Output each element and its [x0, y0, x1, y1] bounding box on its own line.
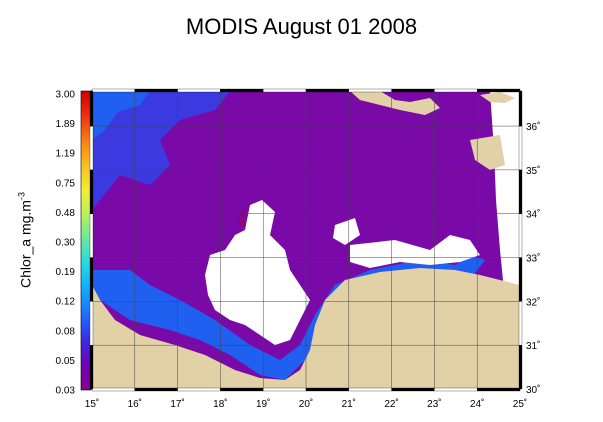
- frame-bar-bottom: [134, 387, 178, 392]
- longitude-label: 23˚: [427, 398, 441, 410]
- frame-bar-top: [177, 88, 221, 93]
- land-crete: [350, 91, 440, 115]
- frame-bar-top: [220, 88, 264, 93]
- frame-bar-bottom: [177, 387, 221, 392]
- latitude-labels: 30˚ 31˚ 32˚ 33˚ 34˚ 35˚ 36˚: [526, 121, 540, 396]
- frame-bar-top: [391, 88, 435, 93]
- frame-bar-right: [518, 301, 523, 346]
- frame-bar-left: [89, 213, 94, 258]
- station-marker-2: [239, 220, 245, 227]
- frame-bar-right: [518, 257, 523, 302]
- longitude-label: 18˚: [213, 398, 227, 410]
- colorbar-tick-label: 1.89: [56, 119, 76, 130]
- frame-bar-bottom: [434, 387, 478, 392]
- nw-shelf-water-light: [92, 91, 150, 140]
- frame-bar-bottom: [391, 387, 435, 392]
- chart-title: MODIS August 01 2008: [185, 14, 418, 39]
- latitude-label: 34˚: [526, 209, 540, 221]
- coastal-water: [92, 255, 485, 380]
- colorbar-tick-label: 1.19: [56, 149, 76, 160]
- frame-bar-top: [348, 88, 392, 93]
- colorbar-tick-label: 0.30: [56, 238, 76, 249]
- frame-bar-top: [434, 88, 478, 93]
- frame-bar-right: [518, 169, 523, 214]
- colorbar: [80, 90, 92, 391]
- frame-bar-bottom: [348, 387, 392, 392]
- land-libya: [92, 268, 520, 389]
- longitude-label: 25˚: [513, 398, 527, 410]
- frame-bar-top: [305, 88, 349, 93]
- colorbar-ticks: 3.00 1.89 1.19 0.75 0.48 0.30 0.19 0.12 0.08 0.05…: [56, 90, 76, 397]
- cloud-patch-central: [205, 200, 310, 345]
- latitude-label: 31˚: [526, 340, 540, 352]
- map-area: [92, 91, 520, 389]
- colorbar-tick-label: 3.00: [56, 90, 76, 101]
- colorbar-tick-label: 0.19: [56, 267, 76, 278]
- frame-bar-bottom: [477, 387, 521, 392]
- frame-bar-left: [89, 125, 94, 171]
- colorbar-tick-label: 0.48: [56, 208, 76, 219]
- frame-bar-right: [518, 90, 523, 127]
- longitude-label: 20˚: [299, 398, 313, 410]
- cloud-patch-east: [350, 235, 480, 268]
- frame-bar-bottom: [305, 387, 349, 392]
- colorbar-tick-label: 0.12: [56, 297, 76, 308]
- latitude-label: 30˚: [526, 384, 540, 396]
- frame-bar-bottom: [263, 387, 307, 392]
- colorbar-tick-label: 0.75: [56, 178, 76, 189]
- frame-bar-left: [89, 257, 94, 302]
- frame-bar-top: [477, 88, 521, 93]
- longitude-label: 16˚: [128, 398, 142, 410]
- latitude-label: 35˚: [526, 165, 540, 177]
- cloud-patch-small: [333, 218, 360, 245]
- frame-bar-left: [89, 90, 94, 127]
- frame-bar-top: [263, 88, 307, 93]
- longitude-label: 21˚: [342, 398, 356, 410]
- latitude-label: 36˚: [526, 121, 540, 133]
- frame-bar-right: [518, 213, 523, 258]
- frame-bar-right: [518, 345, 523, 390]
- latitude-label: 33˚: [526, 253, 540, 265]
- colorbar-tick-label: 0.03: [56, 386, 76, 397]
- land-crete-east: [480, 92, 515, 103]
- latitude-label: 32˚: [526, 296, 540, 308]
- frame-bar-left: [89, 169, 94, 214]
- map-frame-scale-bars: [89, 88, 523, 392]
- frame-bar-top: [134, 88, 178, 93]
- frame-bar-top: [91, 88, 135, 93]
- longitude-label: 24˚: [470, 398, 484, 410]
- frame-bar-bottom: [91, 387, 135, 392]
- graticule: [92, 91, 520, 389]
- longitude-label: 19˚: [256, 398, 270, 410]
- land-greece: [470, 135, 505, 170]
- colorbar-tick-label: 0.08: [56, 326, 76, 337]
- frame-bar-left: [89, 301, 94, 346]
- nw-shelf-water: [92, 91, 230, 210]
- colorbar-tick-label: 0.05: [56, 356, 76, 367]
- frame-bar-bottom: [220, 387, 264, 392]
- frame-bar-left: [89, 345, 94, 390]
- longitude-label: 22˚: [384, 398, 398, 410]
- station-marker-1: [240, 211, 246, 217]
- longitude-label: 15˚: [85, 398, 99, 410]
- frame-bar-right: [518, 125, 523, 171]
- longitude-labels: 15˚ 16˚ 17˚ 18˚ 19˚ 20˚ 21˚ 22˚ 23˚ 24˚ 25˚: [85, 398, 527, 410]
- longitude-label: 17˚: [170, 398, 184, 410]
